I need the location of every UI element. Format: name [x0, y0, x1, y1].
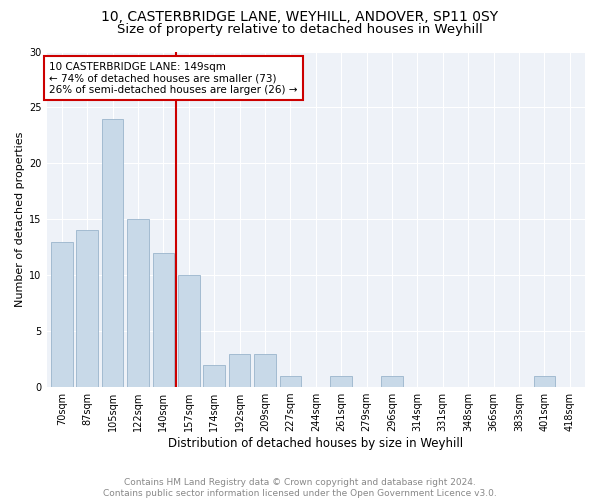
Bar [102, 118, 124, 387]
Text: 10, CASTERBRIDGE LANE, WEYHILL, ANDOVER, SP11 0SY: 10, CASTERBRIDGE LANE, WEYHILL, ANDOVER,… [101, 10, 499, 24]
Bar [76, 230, 98, 387]
Text: Size of property relative to detached houses in Weyhill: Size of property relative to detached ho… [117, 22, 483, 36]
Y-axis label: Number of detached properties: Number of detached properties [15, 132, 25, 307]
Bar [533, 376, 555, 387]
X-axis label: Distribution of detached houses by size in Weyhill: Distribution of detached houses by size … [168, 437, 463, 450]
Bar [178, 275, 200, 387]
Bar [331, 376, 352, 387]
Bar [51, 242, 73, 387]
Bar [127, 220, 149, 387]
Bar [229, 354, 250, 387]
Text: Contains HM Land Registry data © Crown copyright and database right 2024.
Contai: Contains HM Land Registry data © Crown c… [103, 478, 497, 498]
Bar [254, 354, 276, 387]
Bar [280, 376, 301, 387]
Bar [203, 364, 225, 387]
Text: 10 CASTERBRIDGE LANE: 149sqm
← 74% of detached houses are smaller (73)
26% of se: 10 CASTERBRIDGE LANE: 149sqm ← 74% of de… [49, 62, 298, 95]
Bar [381, 376, 403, 387]
Bar [152, 253, 174, 387]
